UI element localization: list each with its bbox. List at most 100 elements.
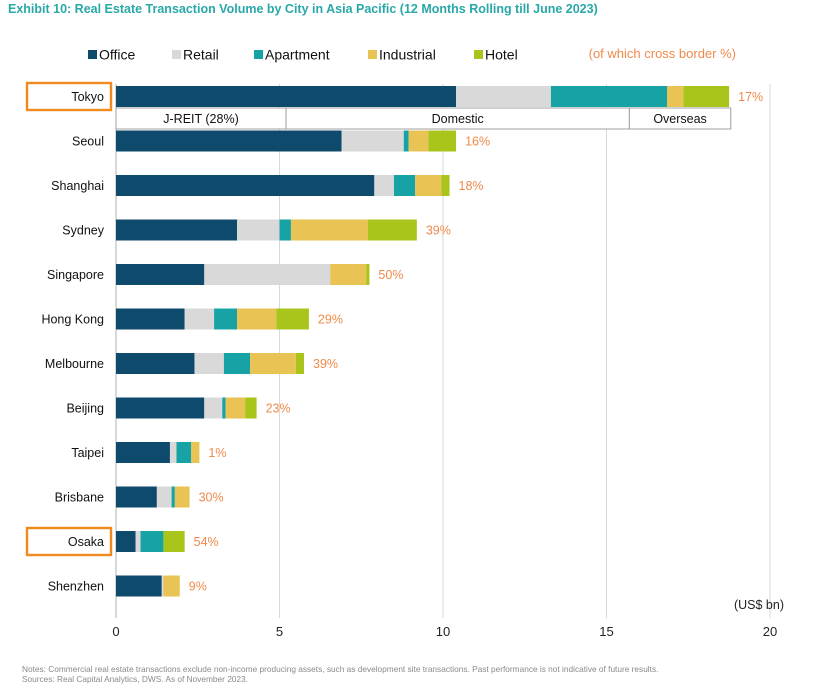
bar-sydney-retail <box>236 219 280 241</box>
bar-shanghai-apartment <box>393 175 416 196</box>
cross-border-label-tokyo: 17% <box>738 90 763 104</box>
notes-text: Notes: Commercial real estate transactio… <box>22 664 659 674</box>
bar-sydney-office <box>116 219 237 241</box>
bar-osaka-hotel <box>163 531 185 552</box>
legend-label-retail: Retail <box>183 47 219 63</box>
bar-tokyo-apartment <box>550 86 667 107</box>
bar-hong-kong-hotel <box>276 308 309 330</box>
bar-taipei-office <box>116 442 170 463</box>
gridlines <box>115 84 771 618</box>
category-label-hong-kong: Hong Kong <box>41 313 104 327</box>
bar-hong-kong-industrial <box>236 308 277 330</box>
bar-osaka-office <box>116 531 136 552</box>
category-label-shenzhen: Shenzhen <box>48 580 104 594</box>
bar-brisbane-retail <box>156 486 172 508</box>
tokyo-breakdown-box-2 <box>628 107 732 130</box>
bar-tokyo-office <box>116 86 457 107</box>
bar-singapore-office <box>116 264 205 285</box>
cross-border-label-hong-kong: 29% <box>318 313 343 327</box>
x-tick-label-5: 5 <box>276 624 283 639</box>
bar-shenzhen-industrial <box>163 575 180 597</box>
bar-melbourne-industrial <box>250 353 296 374</box>
bar-shanghai-retail <box>374 175 394 196</box>
category-label-shanghai: Shanghai <box>51 179 104 193</box>
labels: 0 5 10 15 20 (US$ bn) 17% Tokyo 16% Seoul 18% Shang… <box>25 81 784 639</box>
bar-osaka-retail <box>135 531 141 552</box>
cross-border-label-seoul: 16% <box>465 135 490 149</box>
bar-shenzhen-office <box>116 575 162 597</box>
bar-hong-kong-office <box>116 308 185 330</box>
bar-sydney-hotel <box>367 219 417 241</box>
legend-label-apartment: Apartment <box>265 47 330 63</box>
category-label-melbourne: Melbourne <box>45 357 104 371</box>
bar-seoul-apartment <box>403 130 409 152</box>
chart-title: Exhibit 10: Real Estate Transaction Volu… <box>8 2 598 16</box>
legend: Office Retail Apartment Industrial Hotel (of … <box>88 46 736 63</box>
legend-label-industrial: Industrial <box>379 47 436 63</box>
legend-label-hotel: Hotel <box>485 47 518 63</box>
bar-shanghai-industrial <box>415 175 442 196</box>
bar-taipei-industrial <box>191 442 200 463</box>
bar-hong-kong-apartment <box>214 308 237 330</box>
bar-tokyo-industrial <box>666 86 684 107</box>
bar-melbourne-office <box>116 353 195 374</box>
bar-tokyo-hotel <box>683 86 730 107</box>
legend-label-office: Office <box>99 47 136 63</box>
bar-sydney-industrial <box>290 219 368 241</box>
legend-swatch-hotel <box>474 50 483 59</box>
x-axis-label: (US$ bn) <box>734 598 784 612</box>
bar-beijing-industrial <box>225 397 246 419</box>
tokyo-breakdown-label-2: Overseas <box>653 112 707 126</box>
bar-shanghai-office <box>116 175 375 196</box>
bar-seoul-industrial <box>408 130 429 152</box>
highlight-box-osaka <box>25 526 113 557</box>
bar-singapore-hotel <box>366 264 370 285</box>
cross-border-label-taipei: 1% <box>208 446 226 460</box>
category-label-osaka: Osaka <box>68 535 104 549</box>
tokyo-breakdown-label-0: J-REIT (28%) <box>163 112 238 126</box>
legend-swatch-apartment <box>254 50 263 59</box>
bar-taipei-apartment <box>176 442 192 463</box>
bar-osaka-apartment <box>140 531 164 552</box>
category-label-tokyo: Tokyo <box>71 90 104 104</box>
bar-seoul-office <box>116 130 342 152</box>
cross-border-label-singapore: 50% <box>378 268 403 282</box>
cross-border-label-shanghai: 18% <box>459 179 484 193</box>
bar-beijing-apartment <box>222 397 226 419</box>
bar-seoul-hotel <box>428 130 457 152</box>
x-tick-label-20: 20 <box>763 624 777 639</box>
bar-beijing-retail <box>204 397 223 419</box>
bar-melbourne-hotel <box>295 353 305 374</box>
sources-text: Sources: Real Capital Analytics, DWS. As… <box>22 674 248 684</box>
cross-border-label-brisbane: 30% <box>199 491 224 505</box>
bar-shenzhen-retail <box>161 575 164 597</box>
cross-border-label-sydney: 39% <box>426 224 451 238</box>
legend-swatch-retail <box>172 50 181 59</box>
bar-singapore-retail <box>204 264 331 285</box>
bar-melbourne-retail <box>194 353 224 374</box>
bar-melbourne-apartment <box>223 353 251 374</box>
x-tick-label-15: 15 <box>599 624 613 639</box>
tokyo-breakdown-label-1: Domestic <box>432 112 484 126</box>
bar-brisbane-apartment <box>171 486 175 508</box>
category-label-beijing: Beijing <box>66 402 104 416</box>
category-label-sydney: Sydney <box>62 224 104 238</box>
bar-tokyo-retail <box>456 86 551 107</box>
cross-border-label-shenzhen: 9% <box>189 580 207 594</box>
x-tick-label-10: 10 <box>436 624 450 639</box>
bar-seoul-retail <box>341 130 404 152</box>
highlight-box-tokyo <box>25 81 113 112</box>
x-tick-label-0: 0 <box>112 624 119 639</box>
category-label-seoul: Seoul <box>72 135 104 149</box>
footnotes: Notes: Commercial real estate transactio… <box>22 664 658 684</box>
bar-shanghai-hotel <box>441 175 450 196</box>
bars <box>115 86 732 597</box>
bar-beijing-office <box>116 397 205 419</box>
category-label-brisbane: Brisbane <box>55 491 104 505</box>
cross-border-label-osaka: 54% <box>194 535 219 549</box>
bar-beijing-hotel <box>245 397 257 419</box>
bar-singapore-industrial <box>330 264 367 285</box>
category-label-singapore: Singapore <box>47 268 104 282</box>
cross-border-label-beijing: 23% <box>266 402 291 416</box>
